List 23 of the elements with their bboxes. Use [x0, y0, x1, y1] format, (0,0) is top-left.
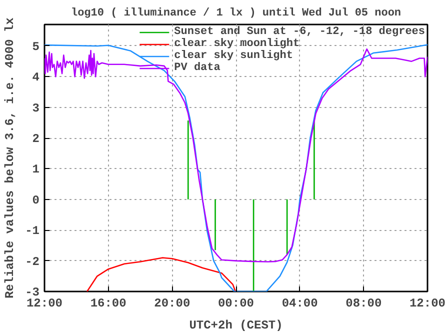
y-tick-label: 4 [32, 70, 40, 85]
legend-label: clear sky moonlight [174, 38, 300, 50]
x-tick-label: 08:00 [346, 296, 382, 310]
x-tick-label: 12:00 [409, 296, 446, 310]
chart-title: log10 ( illuminance / 1 lx ) until Wed Jul 05 noon [70, 8, 402, 20]
y-tick-label: -3 [25, 286, 40, 300]
x-axis-title: UTC+2h (CEST) [189, 318, 283, 332]
x-tick-label: 16:00 [90, 296, 126, 310]
y-tick-label: 0 [32, 193, 40, 208]
y-tick-label: 2 [32, 132, 40, 146]
legend-label: PV data [174, 62, 220, 74]
legend-label: Sunset and Sun at -6, -12, -18 degrees [174, 26, 425, 38]
y-tick-label: -1 [25, 224, 40, 238]
legend-label: clear sky sunlight [174, 50, 293, 62]
y-axis-title: Reliable values below 3.6, i.e. 4000 lx [3, 18, 18, 298]
x-tick-label: 00:00 [218, 296, 254, 310]
y-tick-label: 1 [32, 162, 40, 177]
x-tick-label: 20:00 [154, 296, 190, 310]
y-tick-label: -2 [25, 254, 40, 269]
y-tick-label: 3 [32, 101, 40, 116]
x-tick-label: 12:00 [26, 296, 63, 310]
x-tick-label: 04:00 [282, 296, 318, 310]
y-tick-label: 5 [32, 40, 40, 54]
